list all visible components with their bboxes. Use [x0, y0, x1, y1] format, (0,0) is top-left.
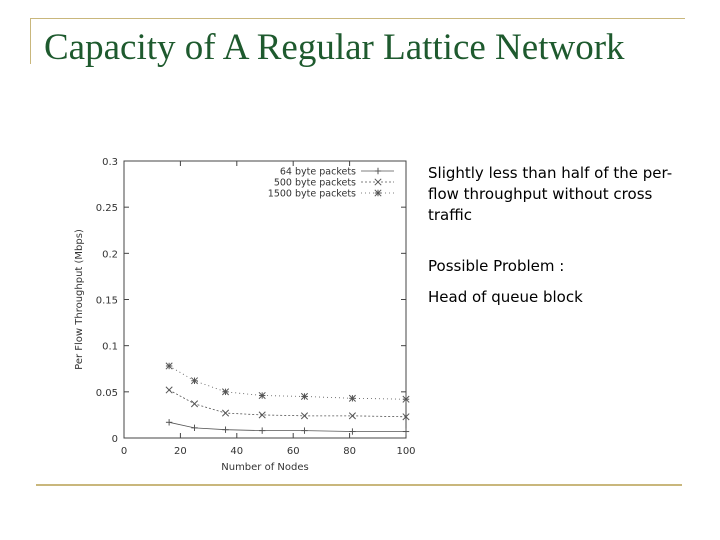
data-point-series-1 — [349, 428, 356, 435]
legend-label-2: 500 byte packets — [274, 178, 356, 189]
data-point-series-3 — [258, 391, 266, 400]
slide-notes: Slightly less than half of the per-flow … — [428, 163, 678, 338]
series-line-2 — [168, 389, 407, 418]
data-point-series-1 — [258, 427, 266, 434]
y-tick-label: 0.25 — [96, 203, 118, 214]
y-tick-label: 0.1 — [102, 342, 118, 353]
x-tick-label: 0 — [121, 446, 127, 457]
data-point-series-3 — [402, 395, 410, 403]
legend-marker-2 — [374, 178, 382, 186]
legend-marker-3 — [374, 189, 382, 197]
data-point-series-2 — [402, 413, 410, 421]
data-point-series-3 — [165, 362, 173, 370]
series-line-1 — [169, 421, 406, 432]
y-axis-label: Per Flow Throughput (Mbps) — [74, 229, 85, 370]
slide-title: Capacity of A Regular Lattice Network — [44, 27, 625, 68]
data-point-series-3 — [221, 388, 230, 396]
data-point-series-2 — [258, 411, 266, 419]
y-tick-label: 0.2 — [102, 249, 118, 260]
x-axis-label: Number of Nodes — [221, 462, 308, 473]
data-point-series-1 — [191, 424, 198, 432]
data-point-series-3 — [190, 377, 199, 385]
legend-label-1: 64 byte packets — [280, 167, 356, 178]
y-tick-label: 0.05 — [96, 388, 118, 399]
series-line-3 — [168, 365, 407, 400]
frame-top-rule — [30, 18, 685, 19]
plot-frame — [123, 160, 407, 439]
data-point-series-1 — [165, 419, 173, 426]
y-tick-label: 0.3 — [102, 157, 118, 168]
x-tick-label: 100 — [396, 446, 415, 457]
y-tick-label: 0.15 — [96, 296, 118, 307]
data-point-series-3 — [300, 392, 309, 401]
note-throughput: Slightly less than half of the per-flow … — [428, 164, 673, 224]
y-tick-label: 0 — [112, 434, 118, 445]
data-point-series-1 — [301, 427, 308, 434]
data-point-series-2 — [165, 386, 173, 394]
legend-marker-1 — [374, 167, 382, 175]
data-point-series-1 — [222, 426, 229, 433]
x-tick-label: 20 — [174, 446, 187, 457]
data-point-series-2 — [221, 409, 230, 417]
footer-rule — [36, 484, 682, 486]
note-head-of-queue: Head of queue block — [428, 288, 583, 306]
note-problem-label: Possible Problem : — [428, 257, 565, 275]
frame-left-rule — [30, 18, 31, 64]
data-point-series-1 — [402, 428, 410, 435]
throughput-chart: 0 20 40 60 80 100 0 0.05 0.1 0.15 0.2 0.25 0.3 Number… — [74, 157, 416, 473]
data-point-series-3 — [348, 394, 356, 402]
x-tick-label: 80 — [343, 446, 356, 457]
legend-label-3: 1500 byte packets — [268, 189, 356, 200]
x-tick-label: 60 — [287, 446, 300, 457]
x-tick-label: 40 — [230, 446, 243, 457]
data-point-series-2 — [348, 412, 356, 420]
data-point-series-2 — [300, 412, 309, 420]
data-point-series-2 — [190, 400, 199, 408]
